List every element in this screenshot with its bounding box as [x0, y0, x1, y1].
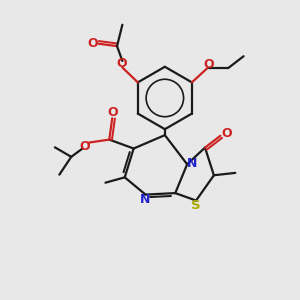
Text: O: O [87, 37, 98, 50]
Text: S: S [191, 200, 201, 212]
Text: O: O [107, 106, 118, 119]
Text: O: O [221, 127, 232, 140]
Text: O: O [80, 140, 90, 153]
Text: N: N [187, 157, 198, 169]
Text: N: N [140, 193, 150, 206]
Text: O: O [116, 57, 127, 70]
Text: O: O [203, 58, 214, 71]
